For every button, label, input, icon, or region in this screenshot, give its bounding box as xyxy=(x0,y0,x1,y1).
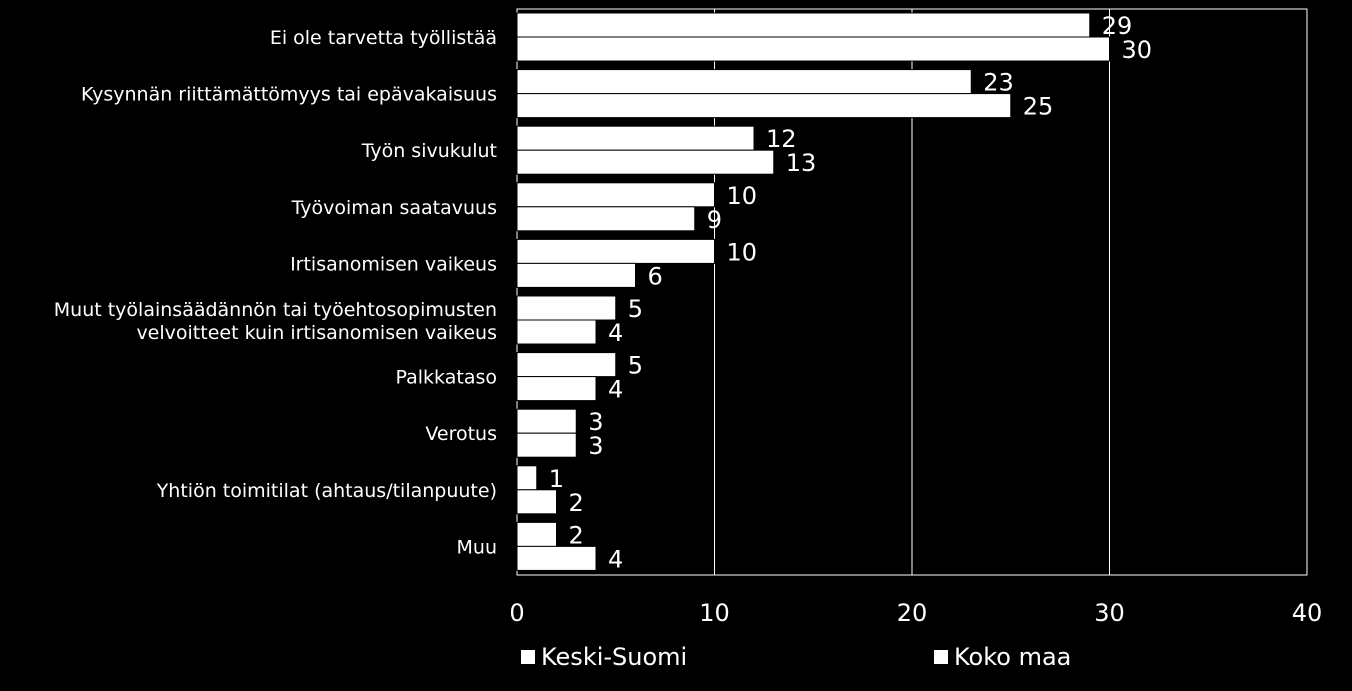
bar-keski-suomi xyxy=(516,352,617,378)
data-label-koko-maa: 9 xyxy=(707,206,722,234)
bar-koko-maa xyxy=(516,489,557,515)
legend-item-keski-suomi: Keski-Suomi xyxy=(521,641,687,673)
x-tick-label: 20 xyxy=(897,599,928,627)
legend-swatch-keski-suomi xyxy=(521,650,535,664)
bar-keski-suomi xyxy=(516,182,715,208)
data-label-koko-maa: 2 xyxy=(569,489,584,517)
bar-keski-suomi xyxy=(516,465,538,491)
category-label: Muut työlainsäädännön tai työehtosopimus… xyxy=(54,299,497,344)
bar-koko-maa xyxy=(516,319,597,345)
bar-koko-maa xyxy=(516,545,597,571)
data-label-koko-maa: 25 xyxy=(1023,93,1054,121)
legend-swatch-koko-maa xyxy=(934,650,948,664)
legend-item-koko-maa: Koko maa xyxy=(934,641,1071,673)
data-label-keski-suomi: 29 xyxy=(1102,12,1133,40)
data-label-koko-maa: 4 xyxy=(608,319,623,347)
bar-koko-maa xyxy=(516,432,577,458)
bar-keski-suomi xyxy=(516,408,577,434)
x-tick-label: 10 xyxy=(699,599,730,627)
legend-label-koko-maa: Koko maa xyxy=(954,643,1072,671)
data-label-keski-suomi: 23 xyxy=(983,69,1014,97)
category-label: Kysynnän riittämättömyys tai epävakaisuu… xyxy=(81,84,497,106)
x-axis-tick-labels: 0 10 20 30 40 xyxy=(509,599,1322,627)
data-label-keski-suomi: 3 xyxy=(588,408,603,436)
data-label-keski-suomi: 10 xyxy=(727,238,758,266)
category-label: Työn sivukulut xyxy=(361,140,497,162)
plot-area-frame xyxy=(516,8,1308,576)
bars xyxy=(516,12,1110,571)
data-label-koko-maa: 30 xyxy=(1122,36,1153,64)
bar-keski-suomi xyxy=(516,521,557,547)
data-label-keski-suomi: 5 xyxy=(628,352,643,380)
data-label-keski-suomi: 5 xyxy=(628,295,643,323)
category-label: Työvoiman saatavuus xyxy=(291,197,497,219)
x-tick-label: 30 xyxy=(1094,599,1125,627)
x-tick-label: 40 xyxy=(1292,599,1323,627)
category-label: Palkkataso xyxy=(396,367,497,389)
data-label-keski-suomi: 12 xyxy=(766,125,797,153)
bar-keski-suomi xyxy=(516,125,755,151)
data-label-keski-suomi: 2 xyxy=(569,521,584,549)
bar-keski-suomi xyxy=(516,295,617,321)
x-tick-label: 0 xyxy=(509,599,524,627)
category-label: Irtisanomisen vaikeus xyxy=(290,253,497,275)
category-label: Ei ole tarvetta työllistää xyxy=(270,27,497,49)
data-label-keski-suomi: 1 xyxy=(549,465,564,493)
legend-label-keski-suomi: Keski-Suomi xyxy=(541,643,688,671)
category-label: Verotus xyxy=(425,423,497,445)
data-label-keski-suomi: 10 xyxy=(727,182,758,210)
category-label: Muu xyxy=(457,536,497,558)
bar-keski-suomi xyxy=(516,238,715,264)
data-label-koko-maa: 4 xyxy=(608,376,623,404)
bar-koko-maa xyxy=(516,262,636,288)
category-labels: Ei ole tarvetta työllistää Kysynnän riitt… xyxy=(54,27,497,558)
data-label-koko-maa: 13 xyxy=(786,149,817,177)
bar-koko-maa xyxy=(516,36,1110,62)
data-label-koko-maa: 4 xyxy=(608,545,623,573)
category-label: Yhtiön toimitilat (ahtaus/tilanpuute) xyxy=(156,480,497,502)
bar-koko-maa xyxy=(516,149,775,175)
bar-koko-maa xyxy=(516,206,696,232)
data-label-koko-maa: 3 xyxy=(588,432,603,460)
bar-koko-maa xyxy=(516,376,597,402)
bar-koko-maa xyxy=(516,93,1012,119)
bar-keski-suomi xyxy=(516,12,1091,38)
bar-keski-suomi xyxy=(516,69,972,95)
data-label-koko-maa: 6 xyxy=(648,262,663,290)
